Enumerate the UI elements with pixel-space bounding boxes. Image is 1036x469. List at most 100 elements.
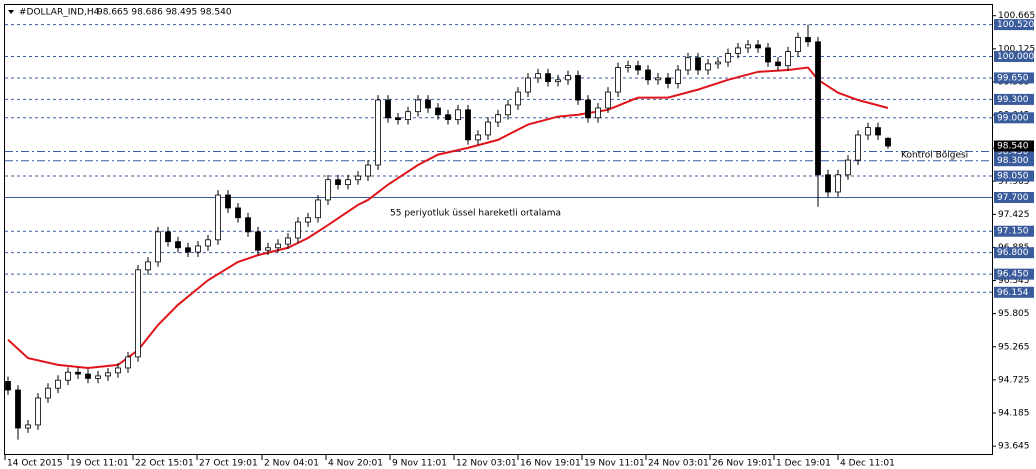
x-tick-label: 24 Nov 03:01: [648, 459, 709, 469]
level-label: 98.450: [997, 147, 1029, 157]
level-box: [994, 247, 1034, 259]
candle-body: [235, 207, 241, 219]
level-label: 99.000: [997, 113, 1029, 123]
level-box: [994, 268, 1034, 280]
candle-body: [505, 104, 511, 116]
level-label: 100.000: [997, 52, 1034, 62]
candle-body: [585, 99, 591, 119]
candle-body: [455, 109, 461, 121]
candle-body: [395, 117, 401, 121]
candle-body: [335, 179, 341, 186]
level-box: [994, 225, 1034, 237]
level-label: 96.154: [997, 288, 1029, 298]
candle-body: [475, 134, 481, 141]
candle-body: [695, 57, 701, 71]
x-tick-label: 26 Nov 19:01: [712, 459, 773, 469]
level-box: [994, 19, 1034, 31]
candle-body: [625, 65, 631, 68]
x-tick-label: 27 Oct 19:01: [199, 459, 258, 469]
level-box: [994, 170, 1034, 182]
candle-body: [265, 247, 271, 251]
candle-body: [285, 237, 291, 245]
last-price-box: [994, 140, 1034, 152]
candle-body: [765, 47, 771, 63]
candle-body: [875, 127, 881, 136]
candle-body: [75, 371, 81, 375]
last-price-label: 98.540: [997, 142, 1029, 152]
candle-body: [575, 75, 581, 101]
candle-body: [95, 375, 101, 379]
candle-body: [445, 114, 451, 121]
candle-body: [385, 99, 391, 119]
candle-body: [495, 114, 501, 123]
candle-body: [15, 389, 21, 429]
candle-body: [275, 243, 281, 249]
candle-body: [795, 37, 801, 52]
candle-body: [865, 127, 871, 136]
y-tick-label: 96.345: [998, 276, 1030, 286]
candle-body: [855, 134, 861, 161]
x-tick-label: 1 Dec 19:01: [776, 459, 831, 469]
level-box: [994, 146, 1034, 158]
candle-body: [755, 44, 761, 49]
candle-body: [85, 373, 91, 379]
candle-body: [435, 107, 441, 116]
candle-body: [195, 245, 201, 253]
candle-body: [295, 221, 301, 239]
candle-body: [255, 231, 261, 251]
candle-body: [615, 67, 621, 93]
level-box: [994, 192, 1034, 204]
candle-body: [315, 199, 321, 219]
level-box: [994, 112, 1034, 124]
level-box: [994, 50, 1034, 62]
candle-body: [805, 37, 811, 43]
level-label: 96.450: [997, 270, 1029, 280]
candle-body: [555, 79, 561, 83]
candle-body: [175, 241, 181, 249]
x-tick-label: 19 Oct 11:01: [70, 459, 129, 469]
candle-body: [565, 75, 571, 81]
level-label: 99.650: [997, 73, 1029, 83]
candle-body: [705, 63, 711, 71]
ema-line: [7, 66, 889, 369]
y-tick-label: 93.645: [998, 442, 1030, 452]
annotation: Kontrol Bölgesi: [901, 151, 968, 161]
x-tick-label: 22 Oct 15:01: [135, 459, 194, 469]
candle-body: [885, 137, 891, 147]
candle-body: [305, 217, 311, 223]
candle-body: [735, 47, 741, 54]
candle-body: [725, 53, 731, 63]
candle-body: [55, 379, 61, 389]
chart-title: #DOLLAR_IND,H4: [19, 8, 100, 18]
candle-body: [535, 73, 541, 79]
level-box: [994, 155, 1034, 167]
x-tick-label: 12 Nov 03:01: [456, 459, 517, 469]
candle-body: [5, 381, 11, 391]
candle-body: [355, 175, 361, 181]
candle-body: [515, 91, 521, 106]
candle-body: [325, 179, 331, 201]
x-tick-label: 19 Nov 11:01: [584, 459, 645, 469]
chart-quote: 98.665 98.686 98.495 98.540: [97, 8, 232, 18]
candle-body: [635, 65, 641, 71]
candle-body: [645, 69, 651, 81]
candle-body: [745, 44, 751, 49]
x-tick-label: 9 Nov 11:01: [392, 459, 447, 469]
level-label: 98.300: [997, 156, 1029, 166]
candle-body: [105, 372, 111, 377]
candle-body: [685, 57, 691, 71]
candle-body: [145, 261, 151, 271]
y-tick-label: 95.805: [998, 309, 1030, 319]
level-box: [994, 93, 1034, 105]
y-tick-label: 100.125: [998, 44, 1035, 54]
menu-arrow[interactable]: [8, 10, 14, 14]
level-label: 97.150: [997, 227, 1029, 237]
candle-body: [605, 91, 611, 109]
candle-body: [215, 194, 221, 241]
candle-body: [655, 77, 661, 81]
candle-body: [665, 77, 671, 84]
level-label: 98.050: [997, 172, 1029, 182]
candle-body: [205, 239, 211, 247]
candle-body: [785, 51, 791, 67]
